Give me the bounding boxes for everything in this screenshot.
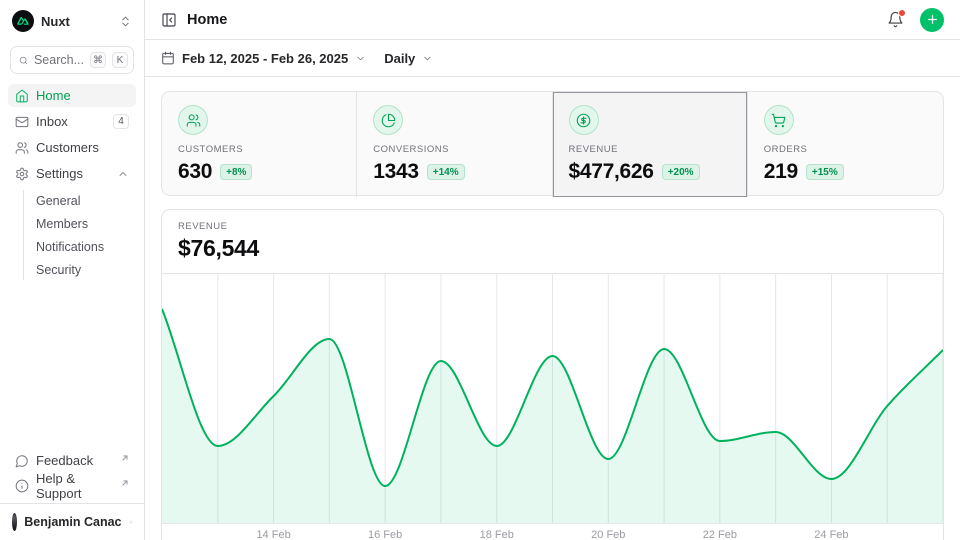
filter-toolbar: Feb 12, 2025 - Feb 26, 2025 Daily xyxy=(145,40,960,77)
dashboard-app: Nuxt Search... ⌘ K Home Inbox 4 Customer… xyxy=(0,0,960,540)
sidebar-item-home[interactable]: Home xyxy=(8,84,136,107)
info-circle-icon xyxy=(15,479,29,493)
add-button[interactable] xyxy=(920,8,944,32)
stat-value: 219 xyxy=(764,160,798,184)
sidebar-item-feedback[interactable]: Feedback xyxy=(8,449,136,472)
stat-delta-badge: +8% xyxy=(220,164,252,180)
message-bubble-icon xyxy=(15,454,29,468)
x-axis-tick-label: 20 Feb xyxy=(591,529,625,540)
stat-card-conversions[interactable]: CONVERSIONS 1343 +14% xyxy=(357,92,552,197)
stat-label: REVENUE xyxy=(569,144,731,155)
x-axis-tick-label: 14 Feb xyxy=(256,529,290,540)
stat-delta-badge: +15% xyxy=(806,164,844,180)
sidebar: Nuxt Search... ⌘ K Home Inbox 4 Customer… xyxy=(0,0,145,540)
mail-icon xyxy=(15,115,29,129)
sidebar-item-customers[interactable]: Customers xyxy=(8,136,136,159)
date-range-label: Feb 12, 2025 - Feb 26, 2025 xyxy=(182,51,348,66)
circle-dollar-icon xyxy=(576,113,591,128)
panel-left-close-icon xyxy=(161,12,177,28)
sidebar-item-label: Settings xyxy=(36,166,110,181)
sidebar-item-general[interactable]: General xyxy=(28,190,136,211)
stat-value: 1343 xyxy=(373,160,419,184)
date-range-picker[interactable]: Feb 12, 2025 - Feb 26, 2025 xyxy=(161,51,366,66)
settings-submenu: General Members Notifications Security xyxy=(23,190,136,280)
users-icon xyxy=(15,141,29,155)
nuxt-logo xyxy=(12,10,34,32)
stat-card-customers[interactable]: CUSTOMERS 630 +8% xyxy=(162,92,357,197)
kbd-k: K xyxy=(112,52,128,68)
stat-delta-badge: +20% xyxy=(662,164,700,180)
stat-delta-badge: +14% xyxy=(427,164,465,180)
top-header: Home xyxy=(145,0,960,40)
stat-label: CONVERSIONS xyxy=(373,144,535,155)
sidebar-collapse-button[interactable] xyxy=(161,12,177,28)
sidebar-item-settings[interactable]: Settings xyxy=(8,162,136,185)
interval-select[interactable]: Daily xyxy=(384,51,433,66)
search-placeholder: Search... xyxy=(34,53,84,67)
sidebar-item-label: Customers xyxy=(36,140,129,155)
main-area: Home Feb 12, 2025 - Feb 26, 2025 Daily xyxy=(145,0,960,540)
stat-value: 630 xyxy=(178,160,212,184)
sidebar-spacer xyxy=(0,280,144,449)
sidebar-nav: Home Inbox 4 Customers Settings General … xyxy=(0,84,144,280)
gear-icon xyxy=(15,167,29,181)
chevron-up-down-icon xyxy=(129,516,133,528)
search-input[interactable]: Search... ⌘ K xyxy=(10,46,134,74)
stat-label: ORDERS xyxy=(764,144,927,155)
home-icon xyxy=(15,89,29,103)
chevron-down-icon xyxy=(422,53,433,64)
x-axis-tick-label: 22 Feb xyxy=(703,529,737,540)
chart-total-value: $76,544 xyxy=(178,235,927,262)
notification-dot xyxy=(898,9,906,17)
revenue-area-chart[interactable] xyxy=(162,274,943,524)
stat-label: CUSTOMERS xyxy=(178,144,340,155)
x-axis-tick-label: 18 Feb xyxy=(480,529,514,540)
page-title: Home xyxy=(187,12,877,28)
chart-metric-label: REVENUE xyxy=(178,221,927,232)
search-icon xyxy=(19,54,28,67)
page-content: CUSTOMERS 630 +8% CONVERSIONS 1343 +14% xyxy=(145,77,960,540)
chevron-up-down-icon xyxy=(119,15,132,28)
external-link-icon xyxy=(121,479,129,487)
x-axis-tick-label: 16 Feb xyxy=(368,529,402,540)
sidebar-item-help-support[interactable]: Help & Support xyxy=(8,474,136,497)
shopping-cart-icon xyxy=(771,113,786,128)
revenue-chart-card: REVENUE $76,544 14 Feb 16 Feb 18 Feb 20 Feb… xyxy=(161,209,944,540)
user-name: Benjamin Canac xyxy=(24,515,121,529)
sidebar-item-inbox[interactable]: Inbox 4 xyxy=(8,110,136,133)
area-chart-svg xyxy=(162,274,943,524)
calendar-icon xyxy=(161,51,175,65)
chevron-up-icon xyxy=(117,168,129,180)
sidebar-item-label: Feedback xyxy=(36,453,113,468)
chart-header: REVENUE $76,544 xyxy=(162,210,943,274)
inbox-count-badge: 4 xyxy=(113,114,129,129)
sidebar-item-label: Help & Support xyxy=(36,471,113,501)
chevron-down-icon xyxy=(355,53,366,64)
stats-row: CUSTOMERS 630 +8% CONVERSIONS 1343 +14% xyxy=(161,91,944,196)
sidebar-item-label: Home xyxy=(36,88,129,103)
external-link-icon xyxy=(121,454,129,462)
sidebar-footer-nav: Feedback Help & Support xyxy=(0,449,144,503)
sidebar-item-members[interactable]: Members xyxy=(28,213,136,234)
users-icon xyxy=(186,113,201,128)
sidebar-item-security[interactable]: Security xyxy=(28,259,136,280)
team-name: Nuxt xyxy=(41,14,112,29)
user-menu[interactable]: Benjamin Canac xyxy=(0,503,144,540)
stat-value: $477,626 xyxy=(569,160,654,184)
team-switcher[interactable]: Nuxt xyxy=(0,0,144,40)
stat-card-revenue[interactable]: REVENUE $477,626 +20% xyxy=(553,92,748,197)
sidebar-item-label: Inbox xyxy=(36,114,106,129)
chart-pie-icon xyxy=(381,113,396,128)
interval-label: Daily xyxy=(384,51,415,66)
stat-card-orders[interactable]: ORDERS 219 +15% xyxy=(748,92,943,197)
user-avatar xyxy=(12,513,17,531)
x-axis-tick-label: 24 Feb xyxy=(814,529,848,540)
kbd-cmd: ⌘ xyxy=(90,52,106,68)
x-axis: 14 Feb 16 Feb 18 Feb 20 Feb 22 Feb 24 Feb xyxy=(162,524,943,540)
sidebar-item-notifications[interactable]: Notifications xyxy=(28,236,136,257)
plus-icon xyxy=(926,13,939,26)
notifications-button[interactable] xyxy=(887,11,904,28)
